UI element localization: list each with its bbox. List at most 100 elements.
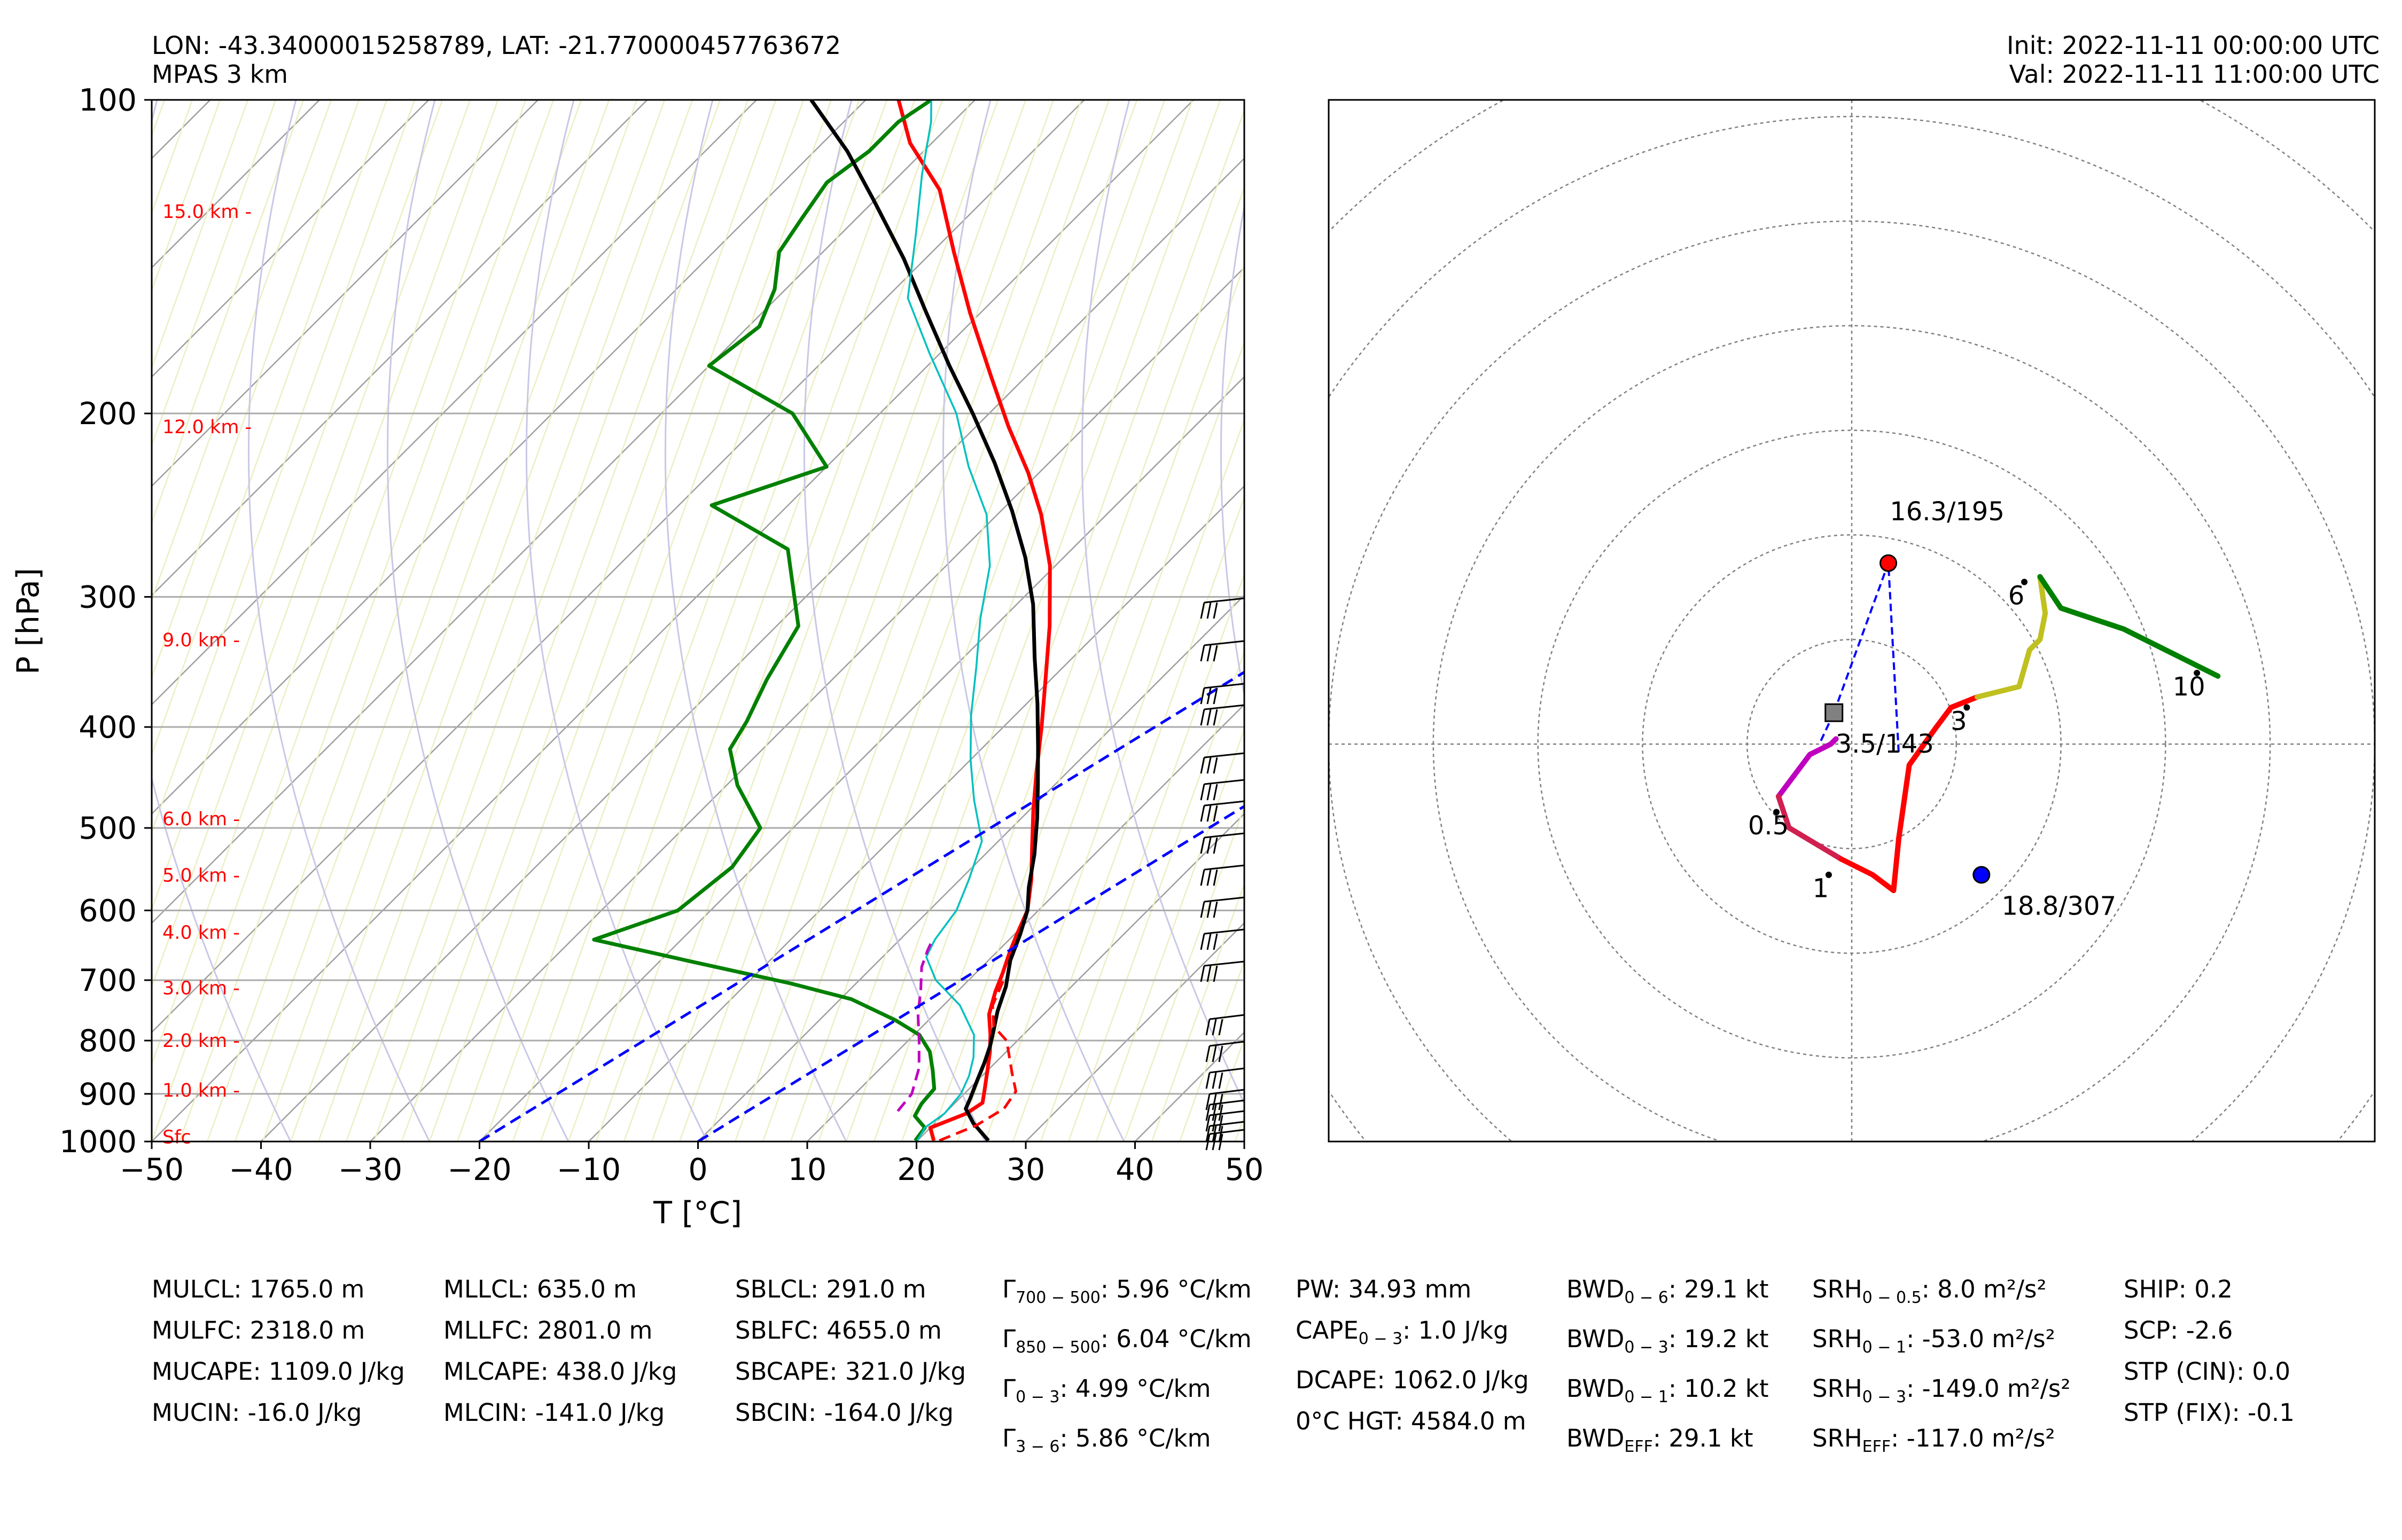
index-item: SBLFC: 4655.0 m xyxy=(735,1316,942,1344)
indices-column: SBLCL: 291.0 m SBLFC: 4655.0 m SBCAPE: 321… xyxy=(735,1269,966,1433)
hodograph-ring xyxy=(1537,429,2166,1059)
wind-barb-flag xyxy=(1212,1072,1217,1089)
mixing-ratio-line xyxy=(1624,100,1998,1142)
mixing-ratio-line xyxy=(1291,100,1665,1142)
wind-barb-flag xyxy=(1218,1093,1223,1111)
isotherm-line xyxy=(1244,100,2286,1142)
x-tick-label: −40 xyxy=(229,1152,293,1187)
storm-motion-line xyxy=(1819,562,1900,755)
mixing-ratio-line xyxy=(152,100,527,1142)
y-tick-label: 600 xyxy=(79,893,137,928)
x-tick-label: 50 xyxy=(1225,1152,1264,1187)
wind-barb-flag xyxy=(1206,965,1212,982)
index-item: MLLFC: 2801.0 m xyxy=(443,1316,653,1344)
wind-barb xyxy=(1204,832,1245,839)
index-item: MULCL: 1765.0 m xyxy=(152,1275,365,1303)
index-item: SBCIN: -164.0 J/kg xyxy=(735,1398,954,1427)
skewt-profiles xyxy=(479,100,1244,1142)
level-dot xyxy=(2021,579,2028,585)
mixing-ratio-line xyxy=(152,100,416,834)
x-tick-label: −50 xyxy=(120,1152,184,1187)
isotherm-line xyxy=(152,100,648,597)
wind-barb-flag xyxy=(1213,784,1218,801)
mixing-ratio-line xyxy=(152,100,499,1066)
wind-barb-flag xyxy=(1200,784,1205,801)
skewt-x-axis-label: T [°C] xyxy=(653,1195,742,1231)
mixing-ratio-line xyxy=(345,100,721,1142)
x-tick-label: 10 xyxy=(788,1152,827,1187)
mixing-ratio-line xyxy=(2069,100,2402,1142)
wind-barb xyxy=(1209,1099,1245,1106)
mixing-ratio-line xyxy=(567,100,943,1142)
wind-barb xyxy=(1209,1110,1245,1116)
mixing-ratio-line xyxy=(1319,100,1693,1142)
level-dot xyxy=(1825,871,1832,878)
dry-adiabat-line xyxy=(942,100,1125,1142)
mixing-ratio-line xyxy=(1402,100,1776,1142)
index-item: MULFC: 2318.0 m xyxy=(152,1316,365,1344)
hodograph-segment-3 xyxy=(1975,574,2048,700)
y-tick-label: 800 xyxy=(79,1023,137,1059)
wind-barb-flag xyxy=(1213,869,1218,886)
wind-barb-flag xyxy=(1200,602,1205,619)
profile-series-6 xyxy=(479,670,1244,1142)
mixing-ratio-line xyxy=(373,100,749,1142)
index-item: CAPE0 − 3: 1.0 J/kg xyxy=(1296,1316,1509,1348)
height-label: Sfc xyxy=(162,1127,191,1148)
mixing-ratio-line xyxy=(706,100,1082,1142)
height-label: 6.0 km - xyxy=(162,809,240,830)
wind-barb-flag xyxy=(1206,645,1212,662)
mixing-ratio-line xyxy=(456,100,832,1142)
header-left: LON: -43.34000015258789, LAT: -21.770000… xyxy=(152,31,841,89)
wind-barb-flag xyxy=(1213,645,1218,662)
mixing-ratio-line xyxy=(1067,650,1244,1142)
wind-barb-flag xyxy=(1200,869,1205,886)
dry-adiabat-line xyxy=(152,100,292,1142)
index-item: BWD0 − 1: 10.2 kt xyxy=(1566,1374,1769,1406)
wind-barb-flag xyxy=(1213,687,1218,705)
mixing-ratio-line xyxy=(152,100,471,989)
wind-barb-flag xyxy=(1206,869,1212,886)
wind-barb-flag xyxy=(1212,1093,1217,1111)
y-tick-label: 300 xyxy=(79,580,137,615)
wind-barb xyxy=(1209,1089,1245,1095)
indices-column: BWD0 − 6: 29.1 kt BWD0 − 3: 19.2 kt BWD0 −… xyxy=(1566,1269,1768,1467)
wind-barb-flag xyxy=(1206,837,1212,854)
wind-barb xyxy=(1204,928,1245,935)
mixing-ratio-line xyxy=(1541,100,1915,1142)
mixing-ratio-line xyxy=(790,100,1166,1142)
valid-time-label: Val: 2022-11-11 11:00:00 UTC xyxy=(2009,60,2380,89)
index-item: Γ850 − 500: 6.04 °C/km xyxy=(1002,1325,1252,1357)
mixing-ratio-line xyxy=(1652,100,2026,1142)
wind-barb xyxy=(1204,683,1245,689)
mixing-ratio-line xyxy=(1735,100,2109,1142)
wind-barb-flag xyxy=(1200,933,1205,950)
wind-barb-flag xyxy=(1200,965,1205,982)
wind-barb xyxy=(1204,864,1245,871)
index-item: MLLCL: 635.0 m xyxy=(443,1275,637,1303)
index-item: STP (FIX): -0.1 xyxy=(2124,1398,2295,1427)
mixing-ratio-line xyxy=(1263,100,1637,1142)
y-tick-label: 900 xyxy=(79,1077,137,1112)
index-item: SBCAPE: 321.0 J/kg xyxy=(735,1357,966,1386)
profile-series-1 xyxy=(592,100,937,1142)
level-label: 0.5 xyxy=(1748,811,1789,841)
mixing-ratio-line xyxy=(1179,959,1244,1142)
wind-barb-flag xyxy=(1200,757,1205,774)
mixing-ratio-line xyxy=(873,108,1244,1142)
height-label: 2.0 km - xyxy=(162,1030,240,1052)
location-label: LON: -43.34000015258789, LAT: -21.770000… xyxy=(152,31,841,60)
isotherm-line xyxy=(152,100,539,487)
height-label: 12.0 km - xyxy=(162,417,252,438)
mixing-ratio-line xyxy=(929,263,1244,1142)
mixing-ratio-line xyxy=(152,100,221,293)
wind-barb-flag xyxy=(1206,805,1212,822)
wind-barb-flag xyxy=(1213,805,1218,822)
level-dot xyxy=(1773,809,1780,816)
height-label: 3.0 km - xyxy=(162,978,240,999)
wind-barb-flag xyxy=(1218,1019,1223,1036)
isotherm-line xyxy=(152,100,867,815)
index-item: 0°C HGT: 4584.0 m xyxy=(1296,1407,1526,1435)
isotherm-line xyxy=(152,100,757,706)
